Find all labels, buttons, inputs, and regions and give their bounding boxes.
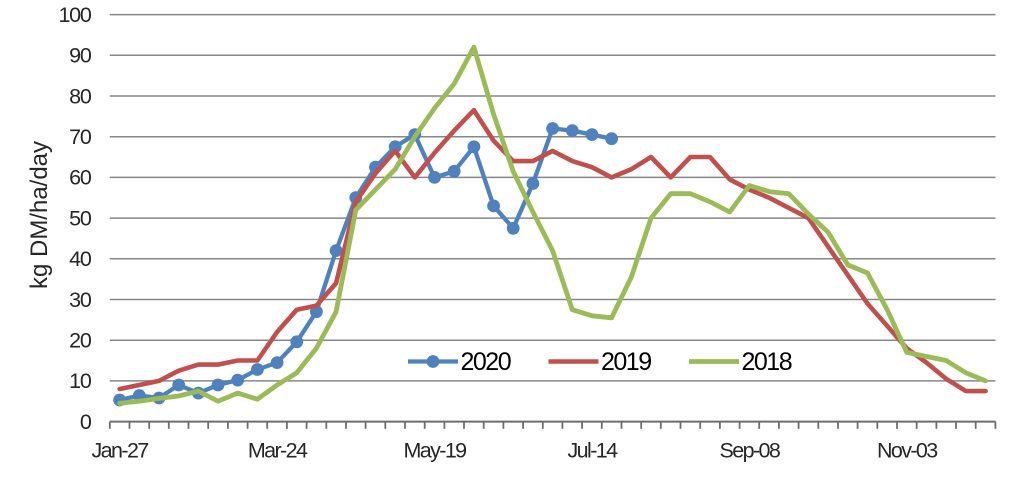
svg-text:10: 10: [69, 369, 92, 393]
svg-text:2019: 2019: [601, 348, 651, 376]
svg-text:Nov-03: Nov-03: [877, 439, 938, 463]
svg-text:20: 20: [69, 329, 92, 353]
svg-text:Sep-08: Sep-08: [720, 439, 781, 463]
svg-text:90: 90: [69, 44, 92, 68]
svg-text:80: 80: [69, 84, 92, 108]
svg-text:May-19: May-19: [403, 439, 466, 463]
svg-text:60: 60: [69, 166, 92, 190]
svg-text:50: 50: [69, 206, 92, 230]
svg-text:2018: 2018: [742, 348, 792, 376]
svg-text:30: 30: [69, 288, 92, 312]
svg-text:100: 100: [59, 3, 92, 27]
svg-text:40: 40: [69, 247, 92, 271]
svg-text:2020: 2020: [461, 348, 511, 376]
svg-text:70: 70: [69, 125, 92, 149]
svg-text:0: 0: [80, 410, 92, 434]
svg-text:Jul-14: Jul-14: [568, 439, 619, 463]
svg-text:Jan-27: Jan-27: [92, 439, 149, 463]
svg-text:Mar-24: Mar-24: [248, 439, 308, 463]
svg-text:kg DM/ha/day: kg DM/ha/day: [26, 141, 53, 289]
